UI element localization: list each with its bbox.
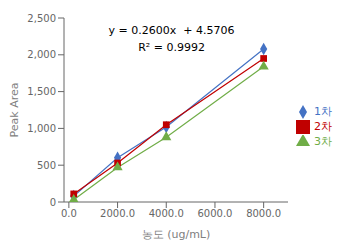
svg-text:500: 500 — [37, 160, 56, 171]
svg-text:y = 0.2600x + 4.5706: y = 0.2600x + 4.5706 — [109, 24, 235, 37]
svg-text:2,500: 2,500 — [27, 13, 56, 24]
svg-text:1,000: 1,000 — [27, 123, 56, 134]
svg-text:Peak Area: Peak Area — [8, 83, 21, 138]
html-text:2차: 2차 — [314, 119, 332, 133]
svg-text:8000.0: 8000.0 — [246, 208, 281, 219]
svg-text:4000.0: 4000.0 — [149, 208, 184, 219]
svg-text:2,000: 2,000 — [27, 49, 56, 60]
html-text:3차: 3차 — [314, 134, 332, 148]
svg-text:1,500: 1,500 — [27, 86, 56, 97]
svg-text:0: 0 — [50, 197, 56, 208]
html-text:1차: 1차 — [314, 104, 332, 118]
svg-text:2000.0: 2000.0 — [100, 208, 135, 219]
svg-text:R² = 0.9992: R² = 0.9992 — [138, 41, 205, 54]
svg-text:0.0: 0.0 — [61, 208, 77, 219]
svg-text:6000.0: 6000.0 — [197, 208, 232, 219]
svg-text:농도 (ug/mL): 농도 (ug/mL) — [142, 228, 211, 241]
